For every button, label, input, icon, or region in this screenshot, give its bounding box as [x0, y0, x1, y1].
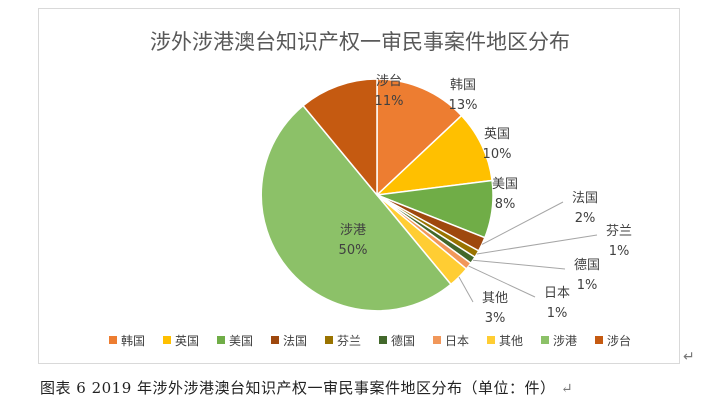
- slice-category-label: 法国: [572, 191, 598, 206]
- legend-label: 德国: [391, 333, 415, 348]
- slice-percent-label: 3%: [485, 311, 506, 326]
- slice-category-label: 韩国: [450, 78, 476, 93]
- paragraph-mark: ↵: [683, 349, 695, 365]
- chart-title: 涉外涉港澳台知识产权一审民事案件地区分布: [150, 30, 570, 54]
- legend-swatch: [325, 336, 333, 344]
- slice-category-label: 德国: [574, 258, 600, 273]
- legend-label: 涉台: [607, 333, 631, 348]
- slice-category-label: 涉台: [376, 74, 402, 89]
- pie-slice-2: [374, 114, 493, 197]
- legend-label: 英国: [175, 334, 199, 348]
- slice-percent-label: 50%: [339, 243, 368, 258]
- leader-line-5: [476, 234, 598, 255]
- legend-label: 日本: [445, 334, 469, 348]
- leader-line-6: [472, 259, 566, 270]
- slice-category-label: 英国: [484, 127, 510, 142]
- slice-category-label: 涉港: [340, 223, 366, 238]
- legend-swatch: [271, 336, 279, 344]
- slice-percent-label: 1%: [547, 306, 568, 321]
- slice-percent-label: 1%: [577, 278, 598, 293]
- pie-slice-1: [376, 78, 463, 197]
- legend-swatch: [217, 336, 225, 344]
- legend-label: 芬兰: [337, 334, 361, 348]
- pie-chart: 涉外涉港澳台知识产权一审民事案件地区分布 韩国 13% 英国 10% 美国 8% 法国 2% 芬…: [109, 30, 632, 348]
- leader-line-7: [468, 265, 536, 298]
- slice-percent-label: 10%: [483, 147, 512, 162]
- legend-label: 涉港: [553, 334, 577, 348]
- leader-line-4: [481, 201, 564, 245]
- slice-category-label: 日本: [544, 286, 570, 301]
- legend-swatch: [487, 336, 495, 344]
- legend-swatch: [163, 336, 171, 344]
- legend-swatch: [109, 336, 117, 344]
- slice-category-label: 其他: [482, 291, 508, 306]
- legend-swatch: [541, 336, 549, 344]
- slice-category-label: 美国: [492, 177, 518, 192]
- slice-percent-label: 13%: [449, 98, 478, 113]
- legend-swatch: [433, 336, 441, 344]
- slice-percent-label: 8%: [495, 197, 516, 212]
- caption-text: 图表 6 2019 年涉外涉港澳台知识产权一审民事案件地区分布（单位：件）: [40, 379, 556, 397]
- slice-percent-label: 2%: [575, 211, 596, 226]
- chart-frame: 涉外涉港澳台知识产权一审民事案件地区分布 韩国 13% 英国 10% 美国 8% 法国 2% 芬…: [38, 8, 680, 364]
- slice-percent-label: 11%: [375, 94, 404, 109]
- legend-swatch: [379, 336, 387, 344]
- legend-label: 韩国: [121, 333, 145, 348]
- pie-slice-10: [302, 78, 378, 198]
- figure-caption: 图表 6 2019 年涉外涉港澳台知识产权一审民事案件地区分布（单位：件） ↵: [40, 377, 720, 403]
- slice-category-label: 芬兰: [606, 224, 632, 239]
- legend-label: 法国: [283, 334, 307, 348]
- legend-swatch: [595, 336, 603, 344]
- legend-label: 美国: [229, 334, 253, 348]
- leader-line-8: [458, 276, 474, 303]
- slice-percent-label: 1%: [609, 244, 630, 259]
- pie-slice-9: [260, 104, 452, 312]
- legend-label: 其他: [499, 334, 523, 348]
- caption-paragraph-mark: ↵: [560, 381, 574, 397]
